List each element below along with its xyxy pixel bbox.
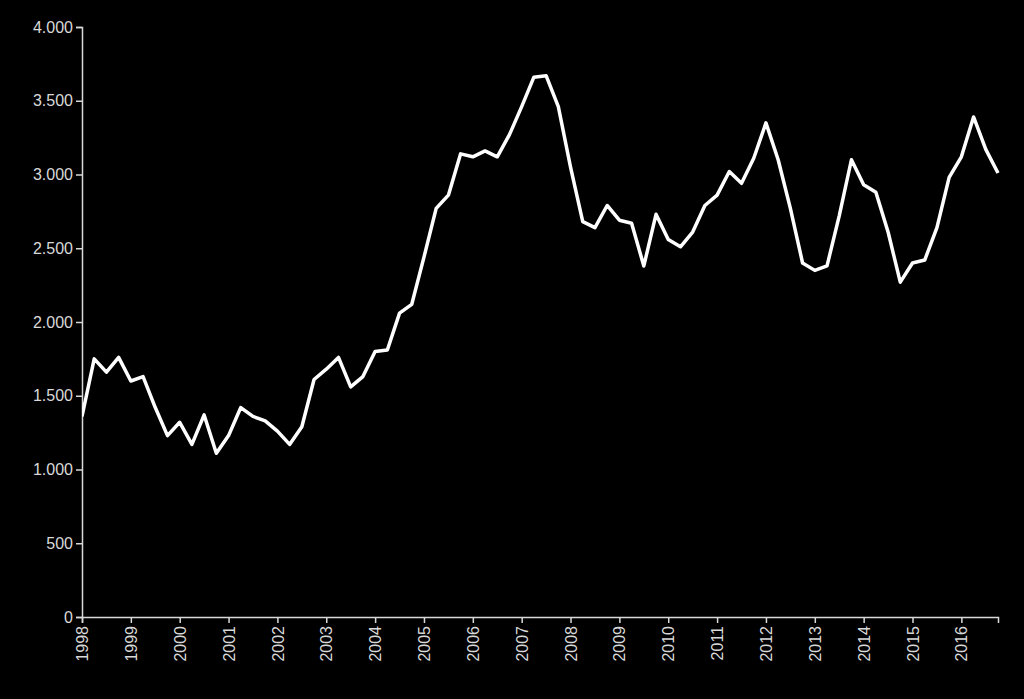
y-axis-line bbox=[76, 28, 83, 618]
x-tick-mark bbox=[82, 617, 84, 623]
x-tick-mark bbox=[619, 617, 621, 623]
x-tick-mark bbox=[228, 617, 230, 623]
x-tick-label: 2016 bbox=[953, 626, 970, 662]
y-tick-mark bbox=[76, 322, 82, 324]
x-tick-label: 2004 bbox=[367, 626, 384, 662]
x-tick-label: 2013 bbox=[807, 626, 824, 662]
x-tick-label: 1998 bbox=[74, 626, 91, 662]
x-tick: 2001 bbox=[221, 617, 238, 662]
chart: 0 500 1.000 1.500 2.000 2.500 3.000 3.500 4.000 1… bbox=[0, 0, 1024, 699]
y-tick-mark bbox=[76, 469, 82, 471]
y-tick: 2.000 bbox=[33, 314, 82, 331]
x-tick-mark bbox=[424, 617, 426, 623]
y-tick: 1.000 bbox=[33, 461, 82, 478]
x-tick-label: 2001 bbox=[221, 626, 238, 662]
x-tick: 2012 bbox=[758, 617, 775, 662]
x-tick-mark bbox=[912, 617, 914, 623]
plot-area bbox=[82, 76, 998, 454]
x-tick: 1998 bbox=[74, 617, 91, 662]
y-tick-label: 3.000 bbox=[33, 166, 73, 183]
x-tick: 2002 bbox=[270, 617, 287, 662]
y-tick-label: 2.000 bbox=[33, 314, 73, 331]
x-tick-mark bbox=[179, 617, 181, 623]
y-tick: 0 bbox=[64, 609, 82, 626]
x-axis-line bbox=[83, 618, 999, 624]
y-tick-mark bbox=[76, 101, 82, 103]
x-tick: 2000 bbox=[172, 617, 189, 662]
x-tick-label: 2015 bbox=[905, 626, 922, 662]
x-tick-mark bbox=[766, 617, 768, 623]
x-tick-label: 2014 bbox=[856, 626, 873, 662]
x-tick: 2008 bbox=[563, 617, 580, 662]
x-tick: 2010 bbox=[660, 617, 677, 662]
x-tick-mark bbox=[815, 617, 817, 623]
x-tick-label: 2002 bbox=[270, 626, 287, 662]
x-tick: 1999 bbox=[123, 617, 140, 662]
y-tick-mark bbox=[76, 543, 82, 545]
y-tick: 2.500 bbox=[33, 240, 82, 257]
x-axis: 1998 1999 2000 2001 2002 2003 2004 2005 2006 2007… bbox=[74, 617, 998, 662]
x-tick: 2016 bbox=[953, 617, 970, 662]
x-tick-label: 2008 bbox=[563, 626, 580, 662]
y-tick: 500 bbox=[46, 535, 82, 552]
x-tick: 2005 bbox=[416, 617, 433, 662]
x-tick: 2015 bbox=[905, 617, 922, 662]
x-tick: 2013 bbox=[807, 617, 824, 662]
x-tick-mark bbox=[961, 617, 963, 623]
x-tick: 2003 bbox=[318, 617, 335, 662]
series-line bbox=[82, 76, 998, 454]
x-tick: 2006 bbox=[465, 617, 482, 662]
x-tick-label: 2007 bbox=[514, 626, 531, 662]
x-tick-mark bbox=[570, 617, 572, 623]
x-tick-label: 2005 bbox=[416, 626, 433, 662]
y-tick-label: 2.500 bbox=[33, 240, 73, 257]
x-tick: 2007 bbox=[514, 617, 531, 662]
y-tick-label: 1.500 bbox=[33, 387, 73, 404]
x-tick-label: 2010 bbox=[660, 626, 677, 662]
x-tick-label: 2000 bbox=[172, 626, 189, 662]
x-tick: 2011 bbox=[709, 617, 726, 660]
x-tick-mark bbox=[131, 617, 133, 623]
x-tick-label: 2003 bbox=[318, 626, 335, 662]
y-tick-label: 4.000 bbox=[33, 19, 73, 36]
x-tick-mark bbox=[375, 617, 377, 623]
x-tick-label: 1999 bbox=[123, 626, 140, 662]
x-tick-mark bbox=[863, 617, 865, 623]
x-tick: 2009 bbox=[611, 617, 628, 662]
x-tick-mark bbox=[717, 617, 719, 623]
y-tick: 3.000 bbox=[33, 166, 82, 183]
y-tick: 1.500 bbox=[33, 387, 82, 404]
y-tick-label: 1.000 bbox=[33, 461, 73, 478]
x-tick-mark bbox=[473, 617, 475, 623]
x-tick-label: 2006 bbox=[465, 626, 482, 662]
x-tick-label: 2011 bbox=[709, 626, 726, 661]
y-tick-mark bbox=[76, 27, 82, 29]
x-tick-label: 2012 bbox=[758, 626, 775, 662]
x-tick-mark bbox=[521, 617, 523, 623]
y-tick-mark bbox=[76, 617, 82, 619]
x-tick-mark bbox=[277, 617, 279, 623]
x-tick-mark bbox=[668, 617, 670, 623]
y-tick-mark bbox=[76, 396, 82, 398]
x-tick: 2014 bbox=[856, 617, 873, 662]
y-tick-mark bbox=[76, 174, 82, 176]
y-tick-label: 3.500 bbox=[33, 92, 73, 109]
y-tick-mark bbox=[76, 248, 82, 250]
y-tick-label: 0 bbox=[64, 609, 73, 626]
x-tick-label: 2009 bbox=[611, 626, 628, 662]
y-axis: 0 500 1.000 1.500 2.000 2.500 3.000 3.500 4.000 bbox=[33, 19, 83, 626]
x-tick-mark bbox=[326, 617, 328, 623]
x-tick: 2004 bbox=[367, 617, 384, 662]
y-tick: 4.000 bbox=[33, 19, 82, 36]
y-tick: 3.500 bbox=[33, 92, 82, 109]
y-tick-label: 500 bbox=[46, 535, 73, 552]
